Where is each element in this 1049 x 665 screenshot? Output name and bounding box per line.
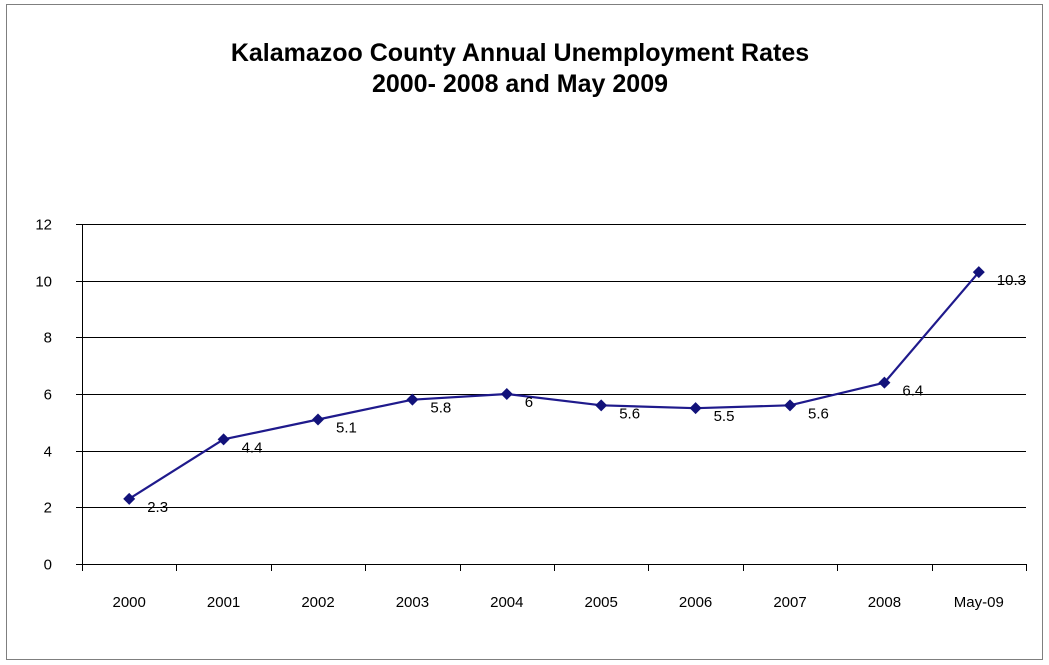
data-point-marker	[123, 492, 136, 505]
data-point-marker	[784, 399, 796, 412]
y-tick-label: 6	[44, 387, 52, 404]
data-point-marker	[217, 433, 230, 446]
y-tick-label: 12	[35, 217, 52, 234]
data-label: 5.1	[336, 420, 357, 437]
data-point-marker	[878, 376, 891, 389]
x-tick-label: 2007	[773, 594, 806, 611]
data-label: 6.4	[902, 383, 923, 400]
series-line	[128, 271, 980, 500]
data-label: 4.4	[242, 439, 263, 456]
data-label: 5.8	[430, 400, 451, 417]
data-label: 2.3	[147, 499, 168, 516]
y-tick-label: 10	[35, 274, 52, 291]
y-tick-label: 4	[44, 444, 52, 461]
y-tick-label: 8	[44, 330, 52, 347]
chart-frame	[6, 4, 1043, 660]
data-label: 6	[525, 394, 533, 411]
data-label: 10.3	[997, 272, 1026, 289]
chart-title-block: Kalamazoo County Annual Unemployment Rat…	[0, 38, 1040, 100]
data-point-marker	[689, 402, 702, 415]
data-label: 5.5	[714, 408, 735, 425]
data-point-marker	[500, 388, 513, 400]
x-tick-label: 2001	[207, 594, 240, 611]
x-tick-label: 2004	[490, 594, 523, 611]
x-tick-label: 2003	[396, 594, 429, 611]
y-tick-label: 0	[44, 557, 52, 574]
data-label: 5.6	[808, 405, 829, 422]
data-point-marker	[312, 413, 324, 426]
x-tick-label: 2002	[301, 594, 334, 611]
y-tick-label: 2	[44, 500, 52, 517]
data-point-marker	[595, 399, 608, 412]
x-tick-label: 2006	[679, 594, 712, 611]
chart-subtitle: 2000- 2008 and May 2009	[371, 70, 669, 98]
x-tick-label: 2005	[585, 594, 618, 611]
data-point-marker	[406, 393, 419, 406]
x-tick-label: May-09	[954, 594, 1004, 611]
data-label: 5.6	[619, 405, 640, 422]
x-tick-label: 2008	[868, 594, 901, 611]
x-tick-label: 2000	[113, 594, 146, 611]
chart-title: Kalamazoo County Annual Unemployment Rat…	[230, 39, 810, 67]
data-point-marker	[972, 266, 985, 279]
